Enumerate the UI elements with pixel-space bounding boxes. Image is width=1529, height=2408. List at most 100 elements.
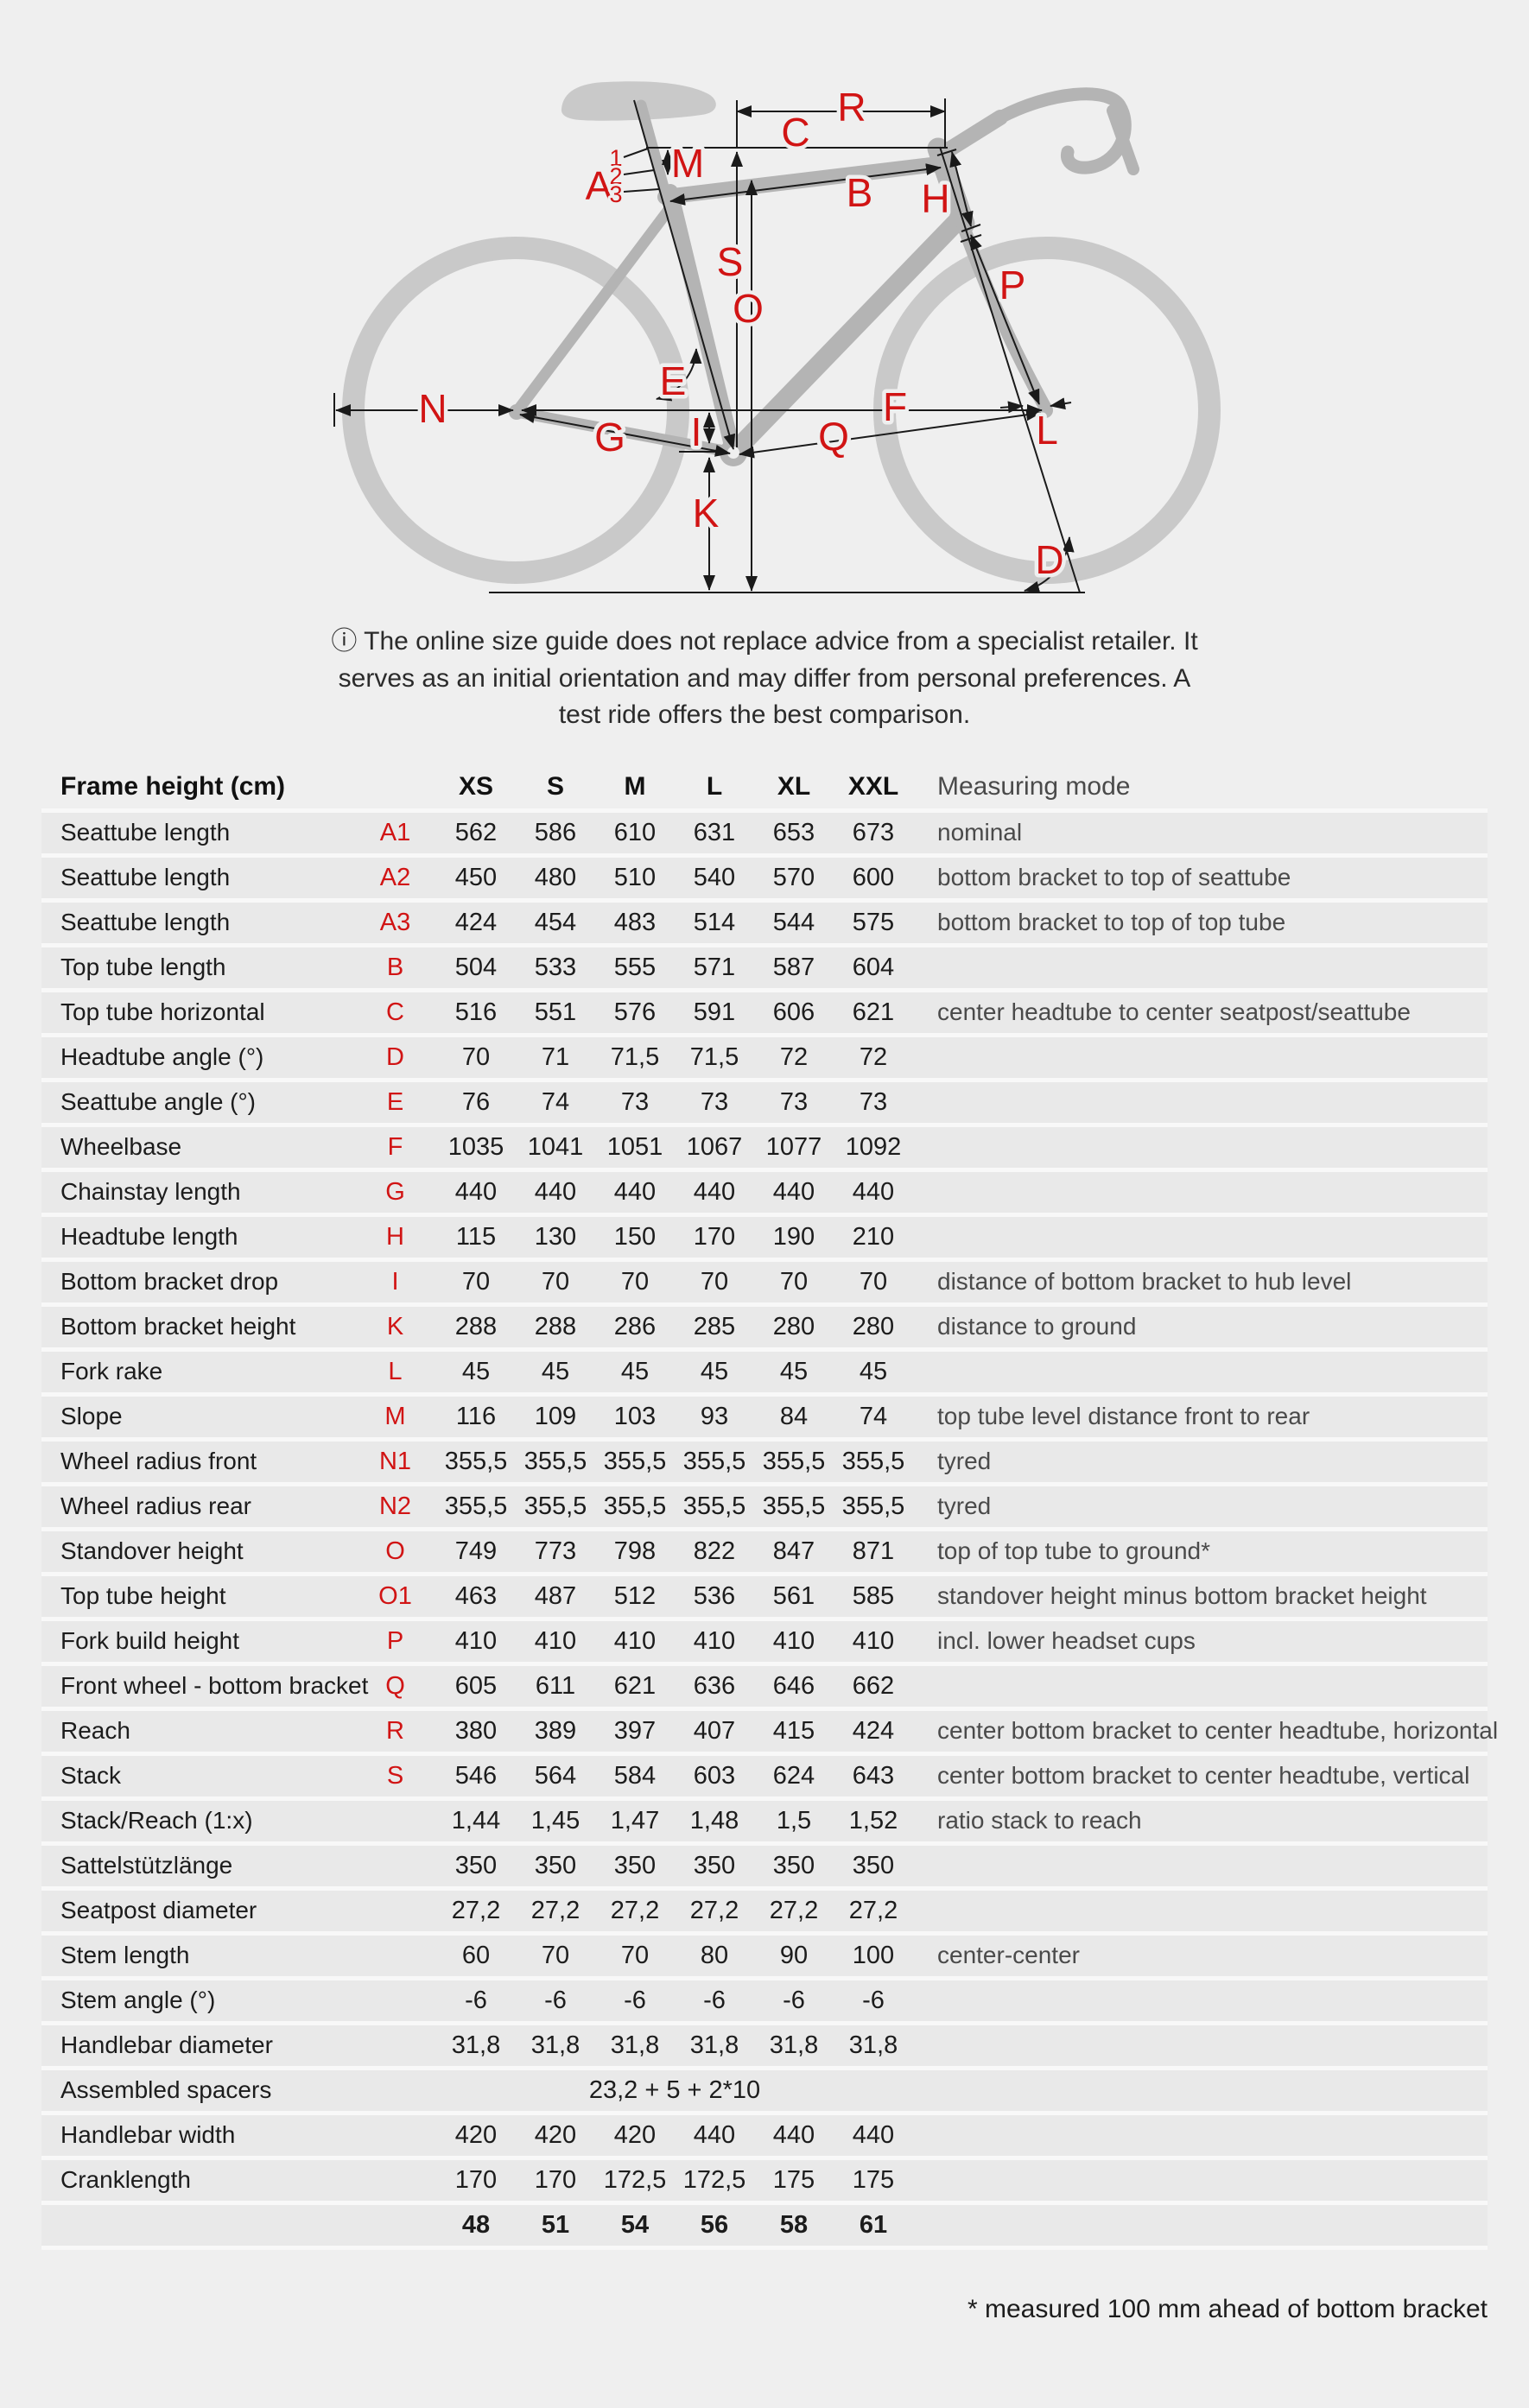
table-row: Fork rake L 45 45 45 45 45 45 <box>41 1351 1488 1397</box>
table-row: Front wheel - bottom bracket Q 605 611 621 63… <box>41 1665 1488 1711</box>
row-value: 71,5 <box>610 1042 660 1071</box>
row-value: 424 <box>852 1716 895 1745</box>
row-value: 410 <box>454 1626 498 1655</box>
row-value: 73 <box>700 1087 729 1116</box>
table-row: Stack S 546 564 584 603 624 643 center bottom br… <box>41 1755 1488 1801</box>
row-label: Top tube horizontal <box>60 998 265 1026</box>
row-letter: K <box>386 1312 404 1340</box>
header-size-m: M <box>624 771 646 801</box>
dimension-labels: R C M A 1 2 3 B H S O P E N F G I Q L K … <box>415 81 1068 586</box>
row-label: Slope <box>60 1403 123 1430</box>
footnote: * measured 100 mm ahead of bottom bracke… <box>968 2294 1488 2323</box>
row-value: 1077 <box>765 1132 822 1161</box>
row-value: 773 <box>534 1537 577 1565</box>
row-value: 109 <box>534 1402 577 1430</box>
row-value: 555 <box>613 953 657 981</box>
row-value: 420 <box>454 2120 498 2149</box>
row-label: Sattelstützlänge <box>60 1852 233 1879</box>
row-value: 822 <box>693 1537 736 1565</box>
table-row: Seatpost diameter 27,2 27,2 27,2 27,2 27,2 27,… <box>41 1890 1488 1936</box>
label-B: B <box>847 170 873 215</box>
table-row: Sattelstützlänge 350 350 350 350 350 350 <box>41 1845 1488 1891</box>
row-value: 1,47 <box>610 1806 660 1835</box>
row-value: 93 <box>700 1402 729 1430</box>
row-value: 286 <box>613 1312 657 1340</box>
row-value: 397 <box>613 1716 657 1745</box>
label-E: E <box>660 358 687 403</box>
table-row: Wheel radius front N1 355,5 355,5 355,5 355,5… <box>41 1441 1488 1486</box>
row-value: 576 <box>613 998 657 1026</box>
row-value: 27,2 <box>451 1896 501 1924</box>
row-value: 71 <box>541 1042 570 1071</box>
row-label: Bottom bracket height <box>60 1313 296 1340</box>
row-measuring-mode: top tube level distance front to rear <box>937 1403 1310 1430</box>
row-letter: A3 <box>379 908 411 936</box>
row-value: 516 <box>454 998 498 1026</box>
table-row: Seattube length A1 562 586 610 631 653 673 nomin… <box>41 812 1488 858</box>
row-label: Seattube length <box>60 909 231 936</box>
label-R: R <box>837 85 866 130</box>
header-frame-height: Frame height (cm) <box>60 771 286 801</box>
row-value: 514 <box>693 908 736 936</box>
row-value: 70 <box>541 1941 570 1969</box>
row-letter: M <box>384 1402 406 1430</box>
table-row: Bottom bracket height K 288 288 286 285 280 280… <box>41 1306 1488 1352</box>
table-row: Stack/Reach (1:x) 1,44 1,45 1,47 1,48 1,5 1,52… <box>41 1800 1488 1846</box>
row-value: 440 <box>534 1177 577 1206</box>
row-label: Seattube length <box>60 864 231 891</box>
header-size-xs: XS <box>458 771 494 801</box>
row-value: 440 <box>852 1177 895 1206</box>
row-measuring-mode: incl. lower headset cups <box>937 1627 1196 1655</box>
row-value: 60 <box>461 1941 491 1969</box>
header-measuring-mode: Measuring mode <box>937 771 1131 801</box>
row-value: 355,5 <box>841 1447 905 1475</box>
row-value: 103 <box>613 1402 657 1430</box>
row-value: 27,2 <box>610 1896 660 1924</box>
row-value: 56 <box>700 2210 729 2239</box>
label-C: C <box>781 110 809 155</box>
row-value: 480 <box>534 863 577 891</box>
header-size-l: L <box>706 771 723 801</box>
row-value: 285 <box>693 1312 736 1340</box>
row-letter: F <box>387 1132 403 1161</box>
row-value: 575 <box>852 908 895 936</box>
row-value: 170 <box>454 2165 498 2194</box>
row-value: 564 <box>534 1761 577 1790</box>
row-value: 463 <box>454 1581 498 1610</box>
row-value: 440 <box>613 1177 657 1206</box>
row-label: Front wheel - bottom bracket <box>60 1672 369 1700</box>
p-dimension-line <box>970 234 1040 405</box>
row-letter: I <box>391 1267 399 1296</box>
row-value: 355,5 <box>444 1447 508 1475</box>
row-value: 45 <box>859 1357 888 1385</box>
row-measuring-mode: ratio stack to reach <box>937 1807 1142 1835</box>
row-value: 355,5 <box>523 1492 587 1520</box>
row-letter: S <box>386 1761 404 1790</box>
row-measuring-mode: center-center <box>937 1942 1080 1969</box>
row-value: 175 <box>852 2165 895 2194</box>
row-value: 355,5 <box>762 1492 826 1520</box>
row-measuring-mode: center headtube to center seatpost/seatt… <box>937 998 1411 1026</box>
table-row: Top tube height O1 463 487 512 536 561 585 stand… <box>41 1575 1488 1621</box>
row-value: 643 <box>852 1761 895 1790</box>
row-value: 190 <box>772 1222 815 1251</box>
row-value: 172,5 <box>603 2165 667 2194</box>
row-value: 380 <box>454 1716 498 1745</box>
row-value: 71,5 <box>689 1042 739 1071</box>
row-letter: A2 <box>379 863 411 891</box>
row-value: 871 <box>852 1537 895 1565</box>
row-value: 584 <box>613 1761 657 1790</box>
row-value: 45 <box>461 1357 491 1385</box>
row-value: 73 <box>859 1087 888 1116</box>
row-value: 587 <box>772 953 815 981</box>
label-D: D <box>1035 537 1063 582</box>
row-label: Stem angle (°) <box>60 1987 216 2014</box>
row-value: 1041 <box>527 1132 584 1161</box>
label-P: P <box>999 263 1026 307</box>
handlebar-silhouette <box>937 87 1139 175</box>
row-value: 76 <box>461 1087 491 1116</box>
table-row: Reach R 380 389 397 407 415 424 center bottom br… <box>41 1710 1498 1756</box>
info-icon: ⓘ <box>331 627 358 656</box>
row-value: 585 <box>852 1581 895 1610</box>
row-value: 31,8 <box>610 2031 660 2059</box>
